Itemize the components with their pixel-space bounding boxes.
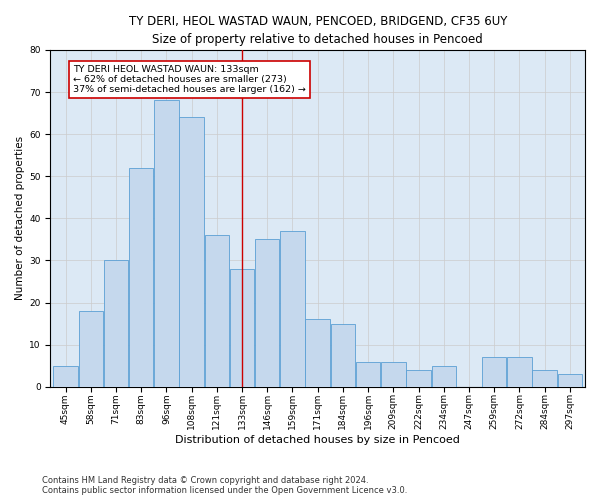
Bar <box>104 260 128 387</box>
Title: TY DERI, HEOL WASTAD WAUN, PENCOED, BRIDGEND, CF35 6UY
Size of property relative: TY DERI, HEOL WASTAD WAUN, PENCOED, BRID… <box>128 15 507 46</box>
Bar <box>381 362 406 387</box>
Bar <box>129 168 154 387</box>
Bar <box>205 235 229 387</box>
Bar <box>431 366 456 387</box>
Y-axis label: Number of detached properties: Number of detached properties <box>15 136 25 300</box>
Bar <box>179 118 204 387</box>
Bar <box>482 358 506 387</box>
Bar <box>532 370 557 387</box>
Bar <box>255 240 280 387</box>
Bar <box>557 374 582 387</box>
Bar <box>406 370 431 387</box>
Text: TY DERI HEOL WASTAD WAUN: 133sqm
← 62% of detached houses are smaller (273)
37% : TY DERI HEOL WASTAD WAUN: 133sqm ← 62% o… <box>73 64 306 94</box>
Bar <box>507 358 532 387</box>
Text: Contains HM Land Registry data © Crown copyright and database right 2024.
Contai: Contains HM Land Registry data © Crown c… <box>42 476 407 495</box>
Bar <box>305 320 330 387</box>
Bar <box>331 324 355 387</box>
Bar <box>79 311 103 387</box>
X-axis label: Distribution of detached houses by size in Pencoed: Distribution of detached houses by size … <box>175 435 460 445</box>
Bar <box>230 269 254 387</box>
Bar <box>53 366 78 387</box>
Bar <box>356 362 380 387</box>
Bar <box>154 100 179 387</box>
Bar <box>280 231 305 387</box>
